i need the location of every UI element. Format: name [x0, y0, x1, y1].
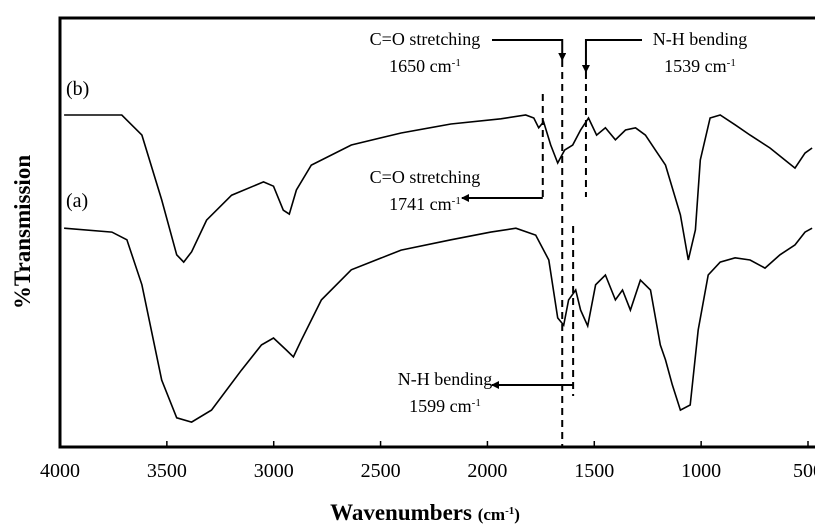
annotation-value: 1539 cm-1 [664, 56, 736, 76]
annotation-label: C=O stretching [370, 29, 481, 49]
annotation-number: 1741 [389, 194, 425, 214]
annotation-exp: -1 [472, 397, 481, 409]
annotation-arrow [581, 39, 642, 73]
x-axis-label: Wavenumbers (cm-1) [330, 500, 520, 525]
annotation-exp: -1 [727, 57, 736, 69]
annotation-number: 1599 [409, 396, 445, 416]
annotation-unit: cm [430, 194, 452, 214]
x-axis-label-unit: (cm [478, 505, 505, 524]
x-tick-label: 2000 [467, 460, 507, 482]
plot-frame [58, 16, 815, 449]
series-label: (b) [66, 78, 89, 100]
annotation-exp: -1 [452, 195, 461, 207]
x-axis-label-close: ) [514, 505, 520, 524]
annotation-label: N-H bending [398, 369, 492, 389]
annotation-unit: cm [430, 56, 452, 76]
x-axis-label-exp: -1 [505, 505, 514, 517]
x-tick-label: 500 [793, 460, 815, 482]
x-tick-label: 4000 [40, 460, 80, 482]
x-tick-label: 2500 [361, 460, 401, 482]
annotation-value: 1599 cm-1 [409, 396, 481, 416]
spectrum-line [64, 227, 813, 423]
x-axis-label-text: Wavenumbers [330, 500, 472, 525]
annotation-unit: cm [450, 396, 472, 416]
annotation-number: 1539 [664, 56, 700, 76]
annotation-exp: -1 [452, 57, 461, 69]
annotation-arrow [492, 39, 567, 61]
x-tick-label: 1500 [574, 460, 614, 482]
annotation-value: 1741 cm-1 [389, 194, 461, 214]
x-tick-label: 3000 [254, 460, 294, 482]
series-label: (a) [66, 190, 88, 212]
y-axis-label: %Transmission [10, 155, 35, 309]
spectrum-line [64, 114, 813, 264]
annotation-label: N-H bending [653, 29, 747, 49]
annotation-number: 1650 [389, 56, 425, 76]
annotation-label: C=O stretching [370, 167, 481, 187]
annotation-value: 1650 cm-1 [389, 56, 461, 76]
x-tick-label: 1000 [681, 460, 721, 482]
annotation-unit: cm [705, 56, 727, 76]
x-tick-label: 3500 [147, 460, 187, 482]
